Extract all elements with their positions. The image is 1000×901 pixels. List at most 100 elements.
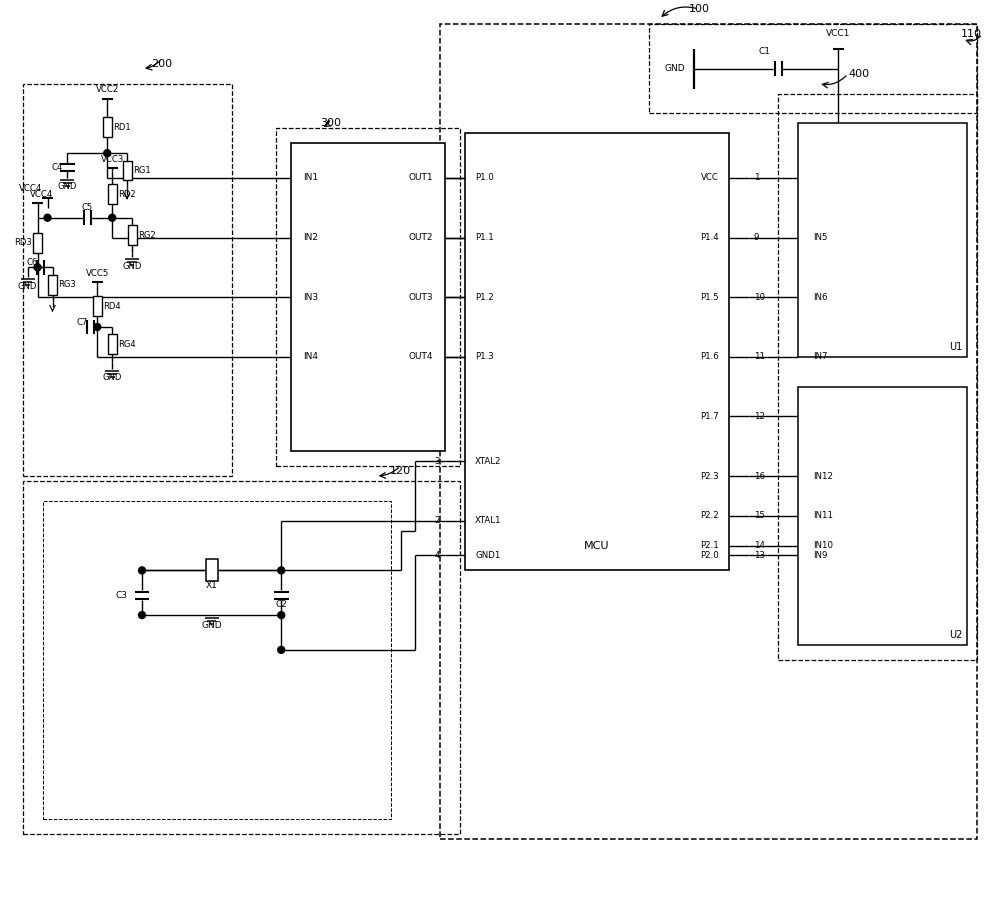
Text: C6: C6 xyxy=(27,258,38,267)
Bar xyxy=(93,296,102,316)
Text: IN1: IN1 xyxy=(303,174,318,183)
Text: OUT2: OUT2 xyxy=(409,233,433,242)
Text: P1.7: P1.7 xyxy=(700,412,719,421)
Text: 300: 300 xyxy=(320,118,341,128)
Text: 9: 9 xyxy=(754,233,759,242)
Bar xyxy=(778,94,977,660)
Text: 110: 110 xyxy=(961,29,982,39)
Text: 15: 15 xyxy=(754,511,765,520)
Text: RG1: RG1 xyxy=(133,166,151,175)
Bar xyxy=(23,84,232,476)
Text: 120: 120 xyxy=(390,466,411,476)
Bar xyxy=(798,387,967,645)
Text: GND: GND xyxy=(201,621,222,630)
Text: VCC4: VCC4 xyxy=(19,185,43,194)
Text: 400: 400 xyxy=(848,68,869,78)
Text: P2.1: P2.1 xyxy=(700,542,719,551)
Bar xyxy=(440,24,977,839)
Bar xyxy=(649,24,977,114)
Circle shape xyxy=(94,323,101,331)
Text: VCC4: VCC4 xyxy=(30,190,53,199)
Text: IN4: IN4 xyxy=(303,352,318,361)
Text: RD4: RD4 xyxy=(103,302,121,311)
Text: U2: U2 xyxy=(949,630,962,640)
Text: C4: C4 xyxy=(51,162,62,171)
Text: P1.4: P1.4 xyxy=(700,233,719,242)
Text: 1: 1 xyxy=(754,174,759,183)
Bar xyxy=(43,501,391,819)
Text: GND: GND xyxy=(18,282,37,291)
Text: OUT3: OUT3 xyxy=(409,293,433,302)
Circle shape xyxy=(139,567,145,574)
Bar xyxy=(465,133,729,570)
Text: IN10: IN10 xyxy=(813,542,833,551)
Text: P1.2: P1.2 xyxy=(475,293,494,302)
Text: IN9: IN9 xyxy=(813,551,828,560)
Text: RD3: RD3 xyxy=(14,238,32,247)
Text: RG2: RG2 xyxy=(138,231,156,240)
Text: 11: 11 xyxy=(754,352,765,361)
Text: GND: GND xyxy=(664,64,685,73)
Bar xyxy=(291,143,445,451)
Text: VCC: VCC xyxy=(701,174,719,183)
Text: 3: 3 xyxy=(435,457,440,466)
Text: MCU: MCU xyxy=(584,541,610,551)
Text: P1.3: P1.3 xyxy=(475,352,494,361)
Text: 10: 10 xyxy=(754,293,765,302)
Text: VCC3: VCC3 xyxy=(100,155,124,164)
Text: GND: GND xyxy=(58,182,77,191)
Text: IN2: IN2 xyxy=(303,233,318,242)
Bar xyxy=(48,275,57,295)
Text: XTAL1: XTAL1 xyxy=(475,516,502,525)
Text: RD2: RD2 xyxy=(118,190,136,199)
Text: C2: C2 xyxy=(275,600,287,609)
Circle shape xyxy=(278,646,285,653)
Text: P2.3: P2.3 xyxy=(700,471,719,480)
Bar xyxy=(23,481,460,833)
Text: GND: GND xyxy=(122,262,142,271)
Text: P1.0: P1.0 xyxy=(475,174,494,183)
Text: IN6: IN6 xyxy=(813,293,828,302)
Text: IN5: IN5 xyxy=(813,233,828,242)
Text: C5: C5 xyxy=(82,204,93,213)
Text: 100: 100 xyxy=(688,5,709,14)
Text: 12: 12 xyxy=(754,412,765,421)
Circle shape xyxy=(139,612,145,619)
Text: C3: C3 xyxy=(115,591,127,600)
Text: VCC2: VCC2 xyxy=(96,85,119,94)
Text: 200: 200 xyxy=(151,59,172,68)
Text: IN8: IN8 xyxy=(813,412,828,421)
Text: 16: 16 xyxy=(754,471,765,480)
Text: RD1: RD1 xyxy=(113,123,131,132)
Text: OUT4: OUT4 xyxy=(409,352,433,361)
Bar xyxy=(123,160,132,180)
Bar xyxy=(108,334,117,354)
Circle shape xyxy=(109,214,116,222)
Bar xyxy=(128,225,137,245)
Text: RG3: RG3 xyxy=(58,280,76,289)
Text: 14: 14 xyxy=(754,542,765,551)
Circle shape xyxy=(104,150,111,157)
Text: RG4: RG4 xyxy=(118,340,136,349)
Text: P2.2: P2.2 xyxy=(700,511,719,520)
Circle shape xyxy=(278,567,285,574)
Bar xyxy=(276,128,460,466)
Text: OUT1: OUT1 xyxy=(409,174,433,183)
Text: 13: 13 xyxy=(754,551,765,560)
Text: XTAL2: XTAL2 xyxy=(475,457,502,466)
Text: 8: 8 xyxy=(435,352,440,361)
Text: GND: GND xyxy=(102,373,122,382)
Text: 5: 5 xyxy=(435,174,440,183)
Text: 2: 2 xyxy=(435,516,440,525)
Circle shape xyxy=(34,264,41,271)
Text: P1.6: P1.6 xyxy=(700,352,719,361)
Text: IN7: IN7 xyxy=(813,352,828,361)
Text: 6: 6 xyxy=(435,233,440,242)
Text: GND1: GND1 xyxy=(475,551,501,560)
Text: U1: U1 xyxy=(949,341,962,352)
Bar xyxy=(33,232,42,252)
Text: VCC1: VCC1 xyxy=(826,30,850,39)
Text: X1: X1 xyxy=(206,581,218,590)
Text: VCC5: VCC5 xyxy=(86,268,109,278)
Bar xyxy=(206,560,218,581)
